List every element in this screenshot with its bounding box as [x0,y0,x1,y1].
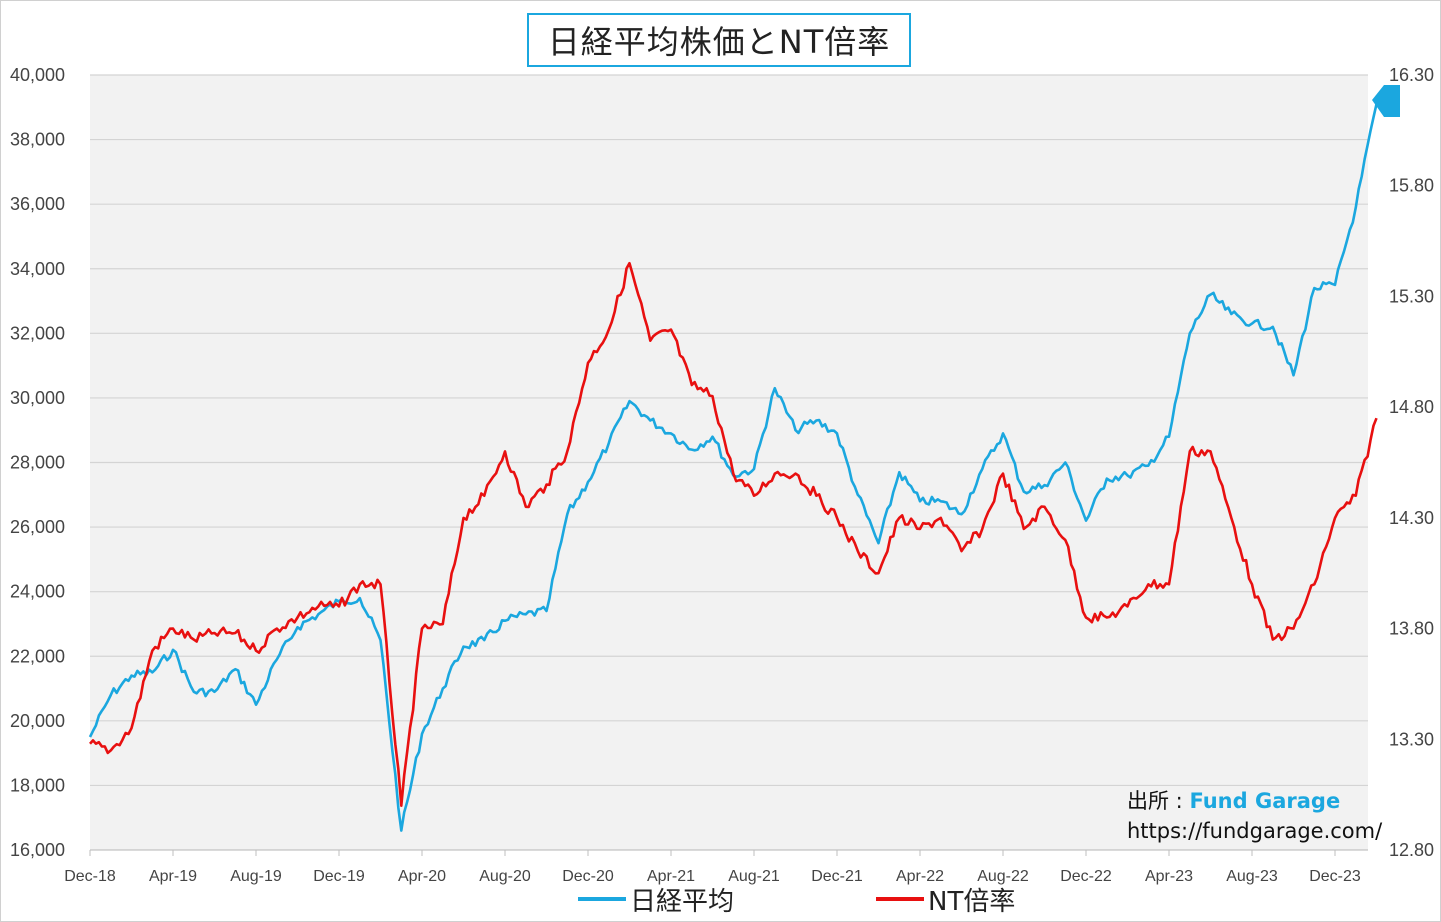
legend-item-nikkei: 日経平均 [578,882,735,917]
x-tick-label: Dec-22 [1060,868,1112,885]
legend-item-nt-ratio: NT倍率 [876,882,1016,917]
y-left-tick-label: 22,000 [10,646,65,666]
x-tick-label: Apr-21 [647,868,695,885]
x-tick-label: Aug-23 [1226,868,1278,885]
y-right-tick-label: 12.80 [1389,840,1434,860]
y-left-tick-label: 38,000 [10,130,65,150]
x-tick-label: Apr-19 [149,868,197,885]
x-tick-label: Dec-20 [562,868,614,885]
y-left-tick-label: 36,000 [10,194,65,214]
y-left-tick-label: 28,000 [10,453,65,473]
y-left-tick-label: 18,000 [10,775,65,795]
y-right-tick-label: 14.80 [1389,397,1434,417]
y-right-tick-label: 13.30 [1389,729,1434,749]
source-label: 出所 : [1127,789,1190,813]
x-tick-label: Dec-23 [1309,868,1361,885]
y-left-tick-label: 20,000 [10,711,65,731]
y-left-tick-label: 40,000 [10,65,65,85]
series-lines [88,103,1378,832]
y-left-tick-label: 30,000 [10,388,65,408]
y-left-tick-label: 32,000 [10,323,65,343]
tick-labels: 16,000 18,000 20,000 22,000 24,000 26,000 28,0… [10,65,1434,885]
y-left-tick-label: 34,000 [10,259,65,279]
latest-value-marker [1372,85,1400,117]
x-tick-label: Apr-23 [1145,868,1193,885]
legend-label-nt-ratio: NT倍率 [928,886,1016,917]
x-tick-label: Aug-20 [479,868,531,885]
y-right-tick-label: 16.30 [1389,65,1434,85]
x-tick-label: Dec-21 [811,868,863,885]
source-url: https://fundgarage.com/ [1127,819,1383,843]
x-tick-label: Apr-22 [896,868,944,885]
source-name: Fund Garage [1189,789,1341,813]
x-tick-label: Aug-21 [728,868,780,885]
x-tick-label: Aug-19 [230,868,282,885]
legend-label-nikkei: 日経平均 [630,886,735,917]
x-tick-label: Apr-20 [398,868,446,885]
chart-title: 日経平均株価とNT倍率 [527,13,911,67]
legend-swatch-nt-ratio [876,897,924,901]
source-note: 出所 : Fund Garage https://fundgarage.com/ [1127,786,1382,846]
y-right-tick-label: 15.30 [1389,286,1434,306]
x-tick-label: Aug-22 [977,868,1029,885]
y-right-tick-label: 14.30 [1389,508,1434,528]
y-right-tick-label: 13.80 [1389,619,1434,639]
x-tick-label: Dec-18 [64,868,116,885]
y-left-tick-label: 26,000 [10,517,65,537]
y-right-tick-label: 15.80 [1389,176,1434,196]
y-left-tick-label: 16,000 [10,840,65,860]
legend-swatch-nikkei [578,897,626,901]
x-tick-label: Dec-19 [313,868,365,885]
y-left-tick-label: 24,000 [10,582,65,602]
